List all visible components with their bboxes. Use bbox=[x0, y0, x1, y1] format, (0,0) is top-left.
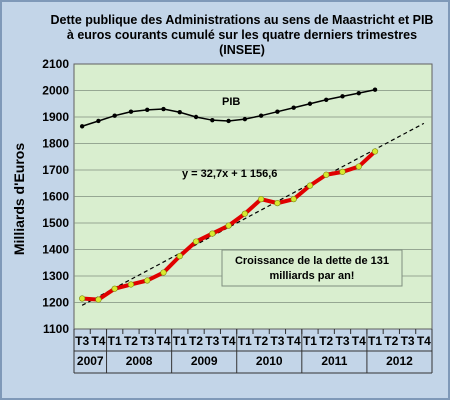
x-tick-quarter: T3 bbox=[335, 334, 349, 348]
x-tick-quarter: T4 bbox=[417, 334, 431, 348]
x-tick-quarter: T1 bbox=[303, 334, 317, 348]
x-tick-quarter: T1 bbox=[108, 334, 122, 348]
debt-point bbox=[241, 210, 248, 217]
chart-title-line-1: Dette publique des Administrations au se… bbox=[51, 13, 434, 27]
y-tick-label: 1700 bbox=[42, 163, 69, 177]
y-tick-label: 1600 bbox=[42, 190, 69, 204]
pib-point bbox=[210, 117, 215, 123]
pib-point bbox=[96, 118, 101, 124]
debt-point bbox=[306, 182, 314, 189]
pib-point bbox=[372, 87, 378, 92]
debt-point bbox=[225, 222, 232, 229]
debt-point bbox=[355, 163, 362, 170]
x-tick-quarter: T4 bbox=[91, 334, 105, 348]
debt-point bbox=[192, 238, 200, 245]
y-tick-label: 1200 bbox=[42, 296, 69, 310]
x-tick-year: 2011 bbox=[321, 354, 347, 368]
debt-point bbox=[274, 200, 281, 207]
chart-title-line-2: à euros courants cumulé sur les quatre d… bbox=[67, 28, 417, 42]
x-tick-quarter: T3 bbox=[270, 334, 284, 348]
y-tick-label: 1800 bbox=[42, 137, 69, 151]
debt-point bbox=[339, 168, 346, 175]
pib-point bbox=[112, 113, 117, 118]
x-tick-year: 2009 bbox=[191, 354, 218, 368]
y-axis-label: Milliards d'Euros bbox=[11, 143, 27, 255]
growth-annotation-line-2: milliards par an! bbox=[270, 270, 355, 282]
x-tick-quarter: T1 bbox=[238, 334, 252, 348]
y-tick-label: 1100 bbox=[43, 322, 69, 336]
x-tick-quarter: T3 bbox=[140, 334, 154, 348]
pib-point bbox=[291, 105, 296, 110]
debt-point bbox=[209, 230, 216, 237]
trendline-equation: y = 32,7x + 1 156,6 bbox=[182, 168, 277, 180]
y-tick-label: 1500 bbox=[42, 216, 69, 230]
debt-point bbox=[95, 296, 102, 303]
x-tick-year: 2010 bbox=[256, 354, 283, 368]
series-layer bbox=[79, 87, 379, 303]
debt-point bbox=[144, 277, 151, 284]
debt-point bbox=[290, 196, 297, 203]
growth-annotation-line-1: Croissance de la dette de 131 bbox=[235, 255, 389, 267]
x-tick-quarter: T3 bbox=[401, 334, 415, 348]
pib-point bbox=[275, 109, 280, 114]
x-tick-quarter: T2 bbox=[384, 334, 398, 348]
y-tick-label: 1900 bbox=[42, 110, 69, 124]
x-tick-quarter: T2 bbox=[189, 334, 203, 348]
x-tick-quarter: T4 bbox=[287, 334, 301, 348]
y-tick-label: 1300 bbox=[42, 269, 69, 283]
debt-point bbox=[176, 253, 183, 260]
x-tick-quarter: T2 bbox=[319, 334, 333, 348]
x-tick-year: 2008 bbox=[126, 354, 153, 368]
debt-point bbox=[127, 281, 135, 288]
pib-point bbox=[242, 116, 248, 122]
y-tick-labels: 1100 1200 1300 1400 1500 1600 1700 1800 1900 2000… bbox=[42, 57, 69, 336]
pib-point bbox=[79, 124, 85, 129]
pib-point bbox=[161, 106, 166, 112]
x-tick-quarter: T3 bbox=[205, 334, 219, 348]
x-tick-quarter: T2 bbox=[124, 334, 138, 348]
debt-point bbox=[371, 148, 379, 155]
growth-annotation-box bbox=[221, 249, 403, 287]
trendline bbox=[81, 122, 425, 306]
pib-label: PIB bbox=[222, 96, 240, 108]
pib-point bbox=[324, 97, 329, 102]
trendline-layer bbox=[81, 122, 425, 306]
pib-point bbox=[307, 101, 313, 106]
pib-point bbox=[177, 110, 182, 115]
pib-point bbox=[128, 109, 134, 114]
pib-point bbox=[145, 107, 150, 113]
x-axis-layer: T3 T4 T1 T2 T3 T4 T1 T2 T3 T4 T1 T2 T3 T4 T1 T2 T3 T4 T1 T2… bbox=[73, 329, 433, 374]
x-tick-quarter: T4 bbox=[156, 334, 170, 348]
chart-title-line-3: (INSEE) bbox=[219, 43, 265, 57]
x-tick-quarter: T2 bbox=[254, 334, 268, 348]
x-tick-quarter: T4 bbox=[222, 334, 236, 348]
pib-point bbox=[193, 114, 199, 120]
pib-point bbox=[356, 90, 361, 96]
pib-point bbox=[340, 94, 345, 99]
debt-point bbox=[79, 295, 86, 302]
debt-point bbox=[160, 269, 167, 276]
debt-point bbox=[258, 196, 265, 203]
x-tick-quarter: T3 bbox=[75, 334, 89, 348]
y-tick-label: 2100 bbox=[42, 57, 69, 71]
x-tick-quarter: T1 bbox=[368, 334, 382, 348]
x-tick-year: 2007 bbox=[77, 354, 104, 368]
pib-point bbox=[258, 113, 264, 118]
pib-point bbox=[226, 118, 231, 124]
debt-point bbox=[323, 171, 330, 178]
y-tick-label: 1400 bbox=[42, 243, 69, 257]
x-tick-quarter: T4 bbox=[352, 334, 366, 348]
y-tick-label: 2000 bbox=[42, 84, 69, 98]
x-tick-quarter: T1 bbox=[173, 334, 187, 348]
x-tick-year: 2012 bbox=[386, 354, 413, 368]
debt-point bbox=[111, 285, 118, 292]
